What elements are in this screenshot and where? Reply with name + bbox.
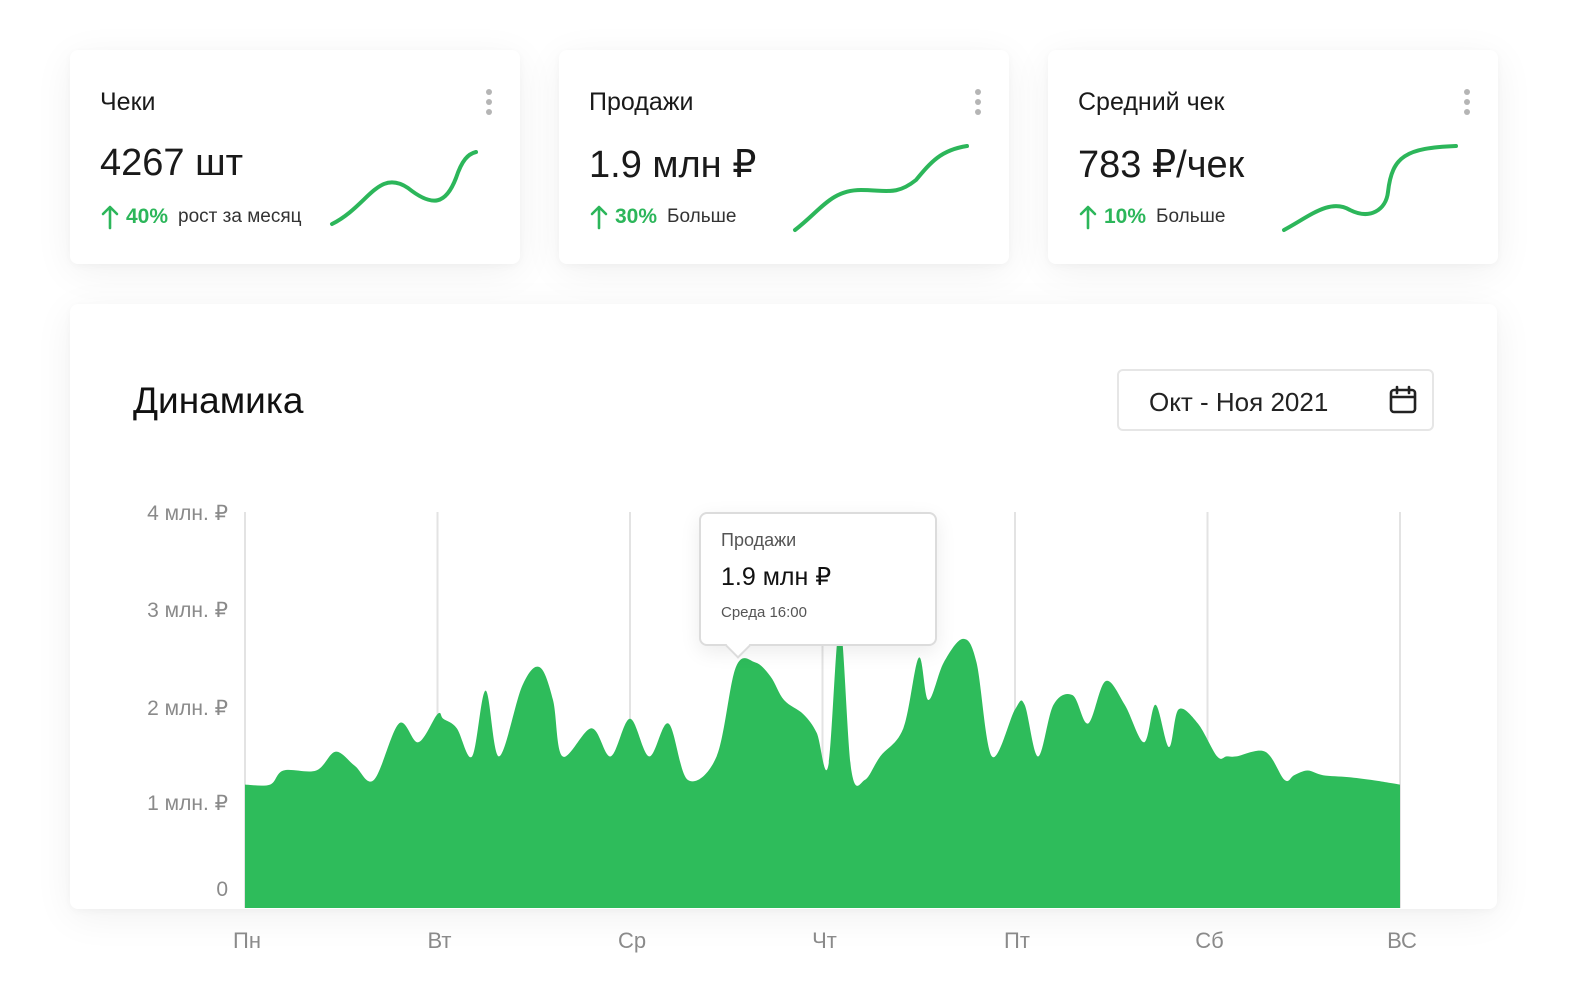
kpi-title: Продажи [589,88,694,116]
more-menu-icon[interactable] [482,88,496,116]
arrow-up-icon [101,205,119,230]
y-tick-label: 2 млн. ₽ [147,697,228,720]
kpi-change: 30% Больше [589,204,736,230]
kpi-change-note: Больше [667,206,737,227]
date-range-label: Окт - Ноя 2021 [1149,387,1329,417]
kpi-card-sales[interactable]: Продажи 1.9 млн ₽ 30% Больше [559,50,1009,264]
kpi-change-percent: 40% [126,205,169,228]
arrow-up-icon [1079,205,1097,230]
more-menu-icon[interactable] [1460,88,1474,116]
kpi-value: 1.9 млн ₽ [589,144,757,186]
kpi-change: 10% Больше [1078,204,1225,230]
kpi-change-note: рост за месяц [178,206,302,227]
kpi-title: Чеки [100,88,156,116]
y-tick-label: 3 млн. ₽ [147,599,228,622]
sales-area-series [245,624,1400,908]
kpi-sparkline [330,150,478,226]
kpi-value: 4267 шт [100,142,243,184]
tooltip-title: Продажи [721,530,797,550]
kpi-title: Средний чек [1078,88,1225,116]
x-tick-label: Чт [812,928,837,953]
y-tick-label: 0 [216,878,228,901]
x-tick-label: Вт [427,928,451,953]
arrow-up-icon [590,205,608,230]
kpi-value: 783 ₽/чек [1078,144,1245,186]
y-tick-label: 4 млн. ₽ [147,502,228,525]
kpi-sparkline [793,144,969,232]
x-tick-label: Сб [1195,928,1224,953]
tooltip-time: Среда 16:00 [721,604,807,621]
kpi-change: 40% рост за месяц [100,204,302,230]
more-menu-icon[interactable] [971,88,985,116]
date-range-picker[interactable]: Окт - Ноя 2021 [1117,369,1434,431]
kpi-card-average-check[interactable]: Средний чек 783 ₽/чек 10% Больше [1048,50,1498,264]
kpi-change-percent: 10% [1104,205,1147,228]
x-tick-label: Пт [1004,928,1030,953]
x-tick-label: ВС [1387,928,1417,953]
y-tick-label: 1 млн. ₽ [147,792,228,815]
chart-title: Динамика [133,380,304,421]
x-tick-label: Ср [618,928,646,953]
chart-tooltip: Продажи 1.9 млн ₽ Среда 16:00 [699,512,937,659]
x-tick-label: Пн [233,928,261,953]
kpi-sparkline [1282,144,1458,232]
calendar-icon[interactable] [1388,385,1418,415]
kpi-card-checks[interactable]: Чеки 4267 шт 40% рост за месяц [70,50,520,264]
tooltip-value: 1.9 млн ₽ [721,563,832,591]
kpi-change-note: Больше [1156,206,1226,227]
kpi-change-percent: 30% [615,205,658,228]
